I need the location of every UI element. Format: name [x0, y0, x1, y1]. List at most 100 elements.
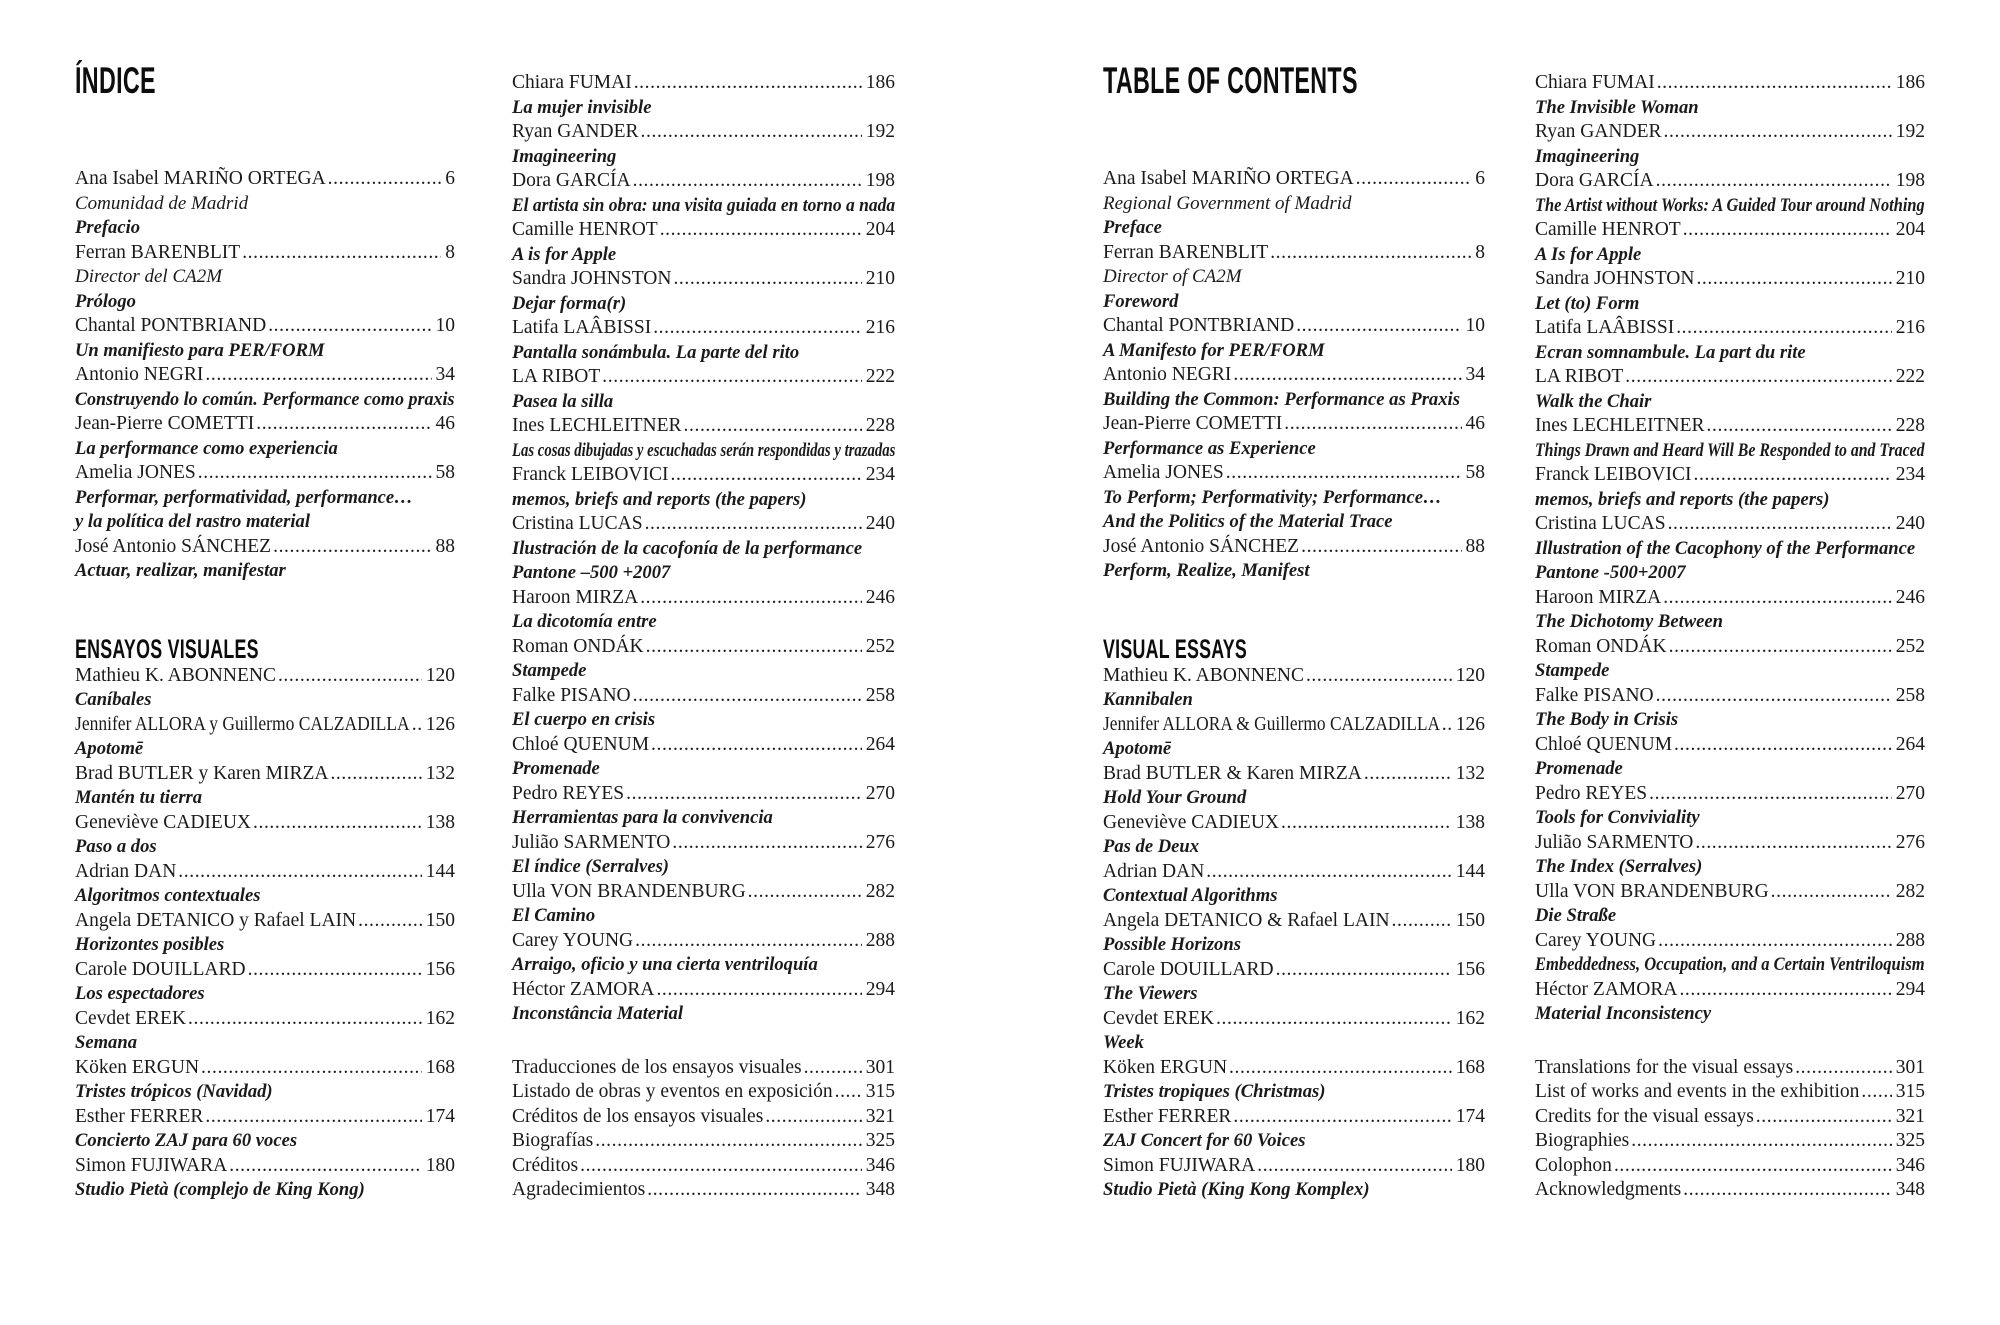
entry-subtitle: And the Politics of the Material Trace: [1103, 511, 1393, 532]
entry-subtitle: Actuar, realizar, manifestar: [75, 560, 286, 581]
entry-name: Colophon: [1535, 1154, 1612, 1176]
entry-name: Agradecimientos: [512, 1179, 646, 1200]
page-number: 288: [865, 929, 895, 951]
toc-entry: Esther FERRER 174: [1103, 1105, 1485, 1130]
entry-name: LA RIBOT: [1535, 366, 1624, 387]
toc-entry: Colophon 346: [1535, 1154, 1925, 1179]
dot-leader: [1663, 586, 1892, 611]
page-number: 186: [865, 72, 895, 93]
entry-subtitle: Tristes trópicos (Navidad): [75, 1081, 273, 1102]
entry-name: Franck LEIBOVICI: [1535, 464, 1692, 485]
entry-name: Chiara FUMAI: [512, 72, 632, 93]
entry-name: List of works and events in the exhibiti…: [1535, 1081, 1860, 1102]
toc-entry: Esther FERRER 174: [75, 1105, 455, 1130]
toc-entry: Ines LECHLEITNER 228: [512, 414, 895, 439]
toc-entry: Camille HENROT 204: [1535, 218, 1925, 243]
entry-subtitle: Pas de Deux: [1103, 836, 1200, 857]
entry-name: Traducciones de los ensayos visuales: [512, 1056, 802, 1078]
toc-entry: Franck LEIBOVICI 234: [512, 463, 895, 488]
dot-leader: [1296, 314, 1461, 339]
toc-entry: Carole DOUILLARD 156: [1103, 958, 1485, 983]
entry-name: Jennifer ALLORA & Guillermo CALZADILLA: [1103, 713, 1441, 735]
entry-subtitle: Preface: [1103, 217, 1162, 238]
entry-subtitle: Algoritmos contextuales: [75, 885, 261, 906]
entry-subtitle: Mantén tu tierra: [75, 787, 203, 808]
entry-name: Acknowledgments: [1535, 1179, 1682, 1200]
page-number: 222: [1895, 366, 1925, 387]
entry-name: LA RIBOT: [512, 366, 601, 387]
page-number: 228: [1895, 415, 1925, 436]
page-number: 150: [425, 909, 455, 931]
entry-name: Haroon MIRZA: [512, 586, 639, 608]
entry-name: Esther FERRER: [1103, 1105, 1232, 1127]
page-number: 168: [1455, 1056, 1485, 1078]
dot-leader: [1679, 978, 1891, 1003]
entry-subtitle: Paso a dos: [75, 836, 157, 857]
page-number: 162: [1455, 1007, 1485, 1029]
dot-leader: [253, 811, 422, 836]
toc-entry: Mathieu K. ABONNENC 120: [1103, 664, 1485, 689]
entry-name: Roman ONDÁK: [512, 635, 644, 657]
toc-entry: Cristina LUCAS 240: [1535, 512, 1925, 537]
toc-entry: Camille HENROT 204: [512, 218, 895, 243]
page-number: 282: [1895, 880, 1925, 902]
page-number: 6: [445, 168, 455, 189]
toc-entry: Adrian DAN 144: [1103, 860, 1485, 885]
page-number: 168: [425, 1056, 455, 1078]
toc-entry: Chloé QUENUM 264: [1535, 733, 1925, 758]
entry-subtitle: La mujer invisible: [512, 96, 652, 118]
entry-name: Ana Isabel MARIÑO ORTEGA: [1103, 168, 1354, 189]
entry-name: Biografías: [512, 1130, 594, 1151]
dot-leader: [358, 909, 422, 934]
page-number: 10: [435, 315, 456, 336]
dot-leader: [242, 241, 441, 266]
entry-subtitle: Imagineering: [1535, 145, 1640, 167]
entry-name: Cristina LUCAS: [1535, 513, 1666, 534]
toc-entry: Geneviève CADIEUX 138: [75, 811, 455, 836]
page-number: 180: [1455, 1154, 1485, 1176]
entry-subtitle: Apotomē: [1103, 738, 1172, 759]
dot-leader: [1216, 1007, 1452, 1032]
entry-affiliation: Director of CA2M: [1103, 266, 1242, 287]
entry-name: Carole DOUILLARD: [75, 958, 246, 980]
toc-entry: Julião SARMENTO 276: [1535, 831, 1925, 856]
entry-name: Köken ERGUN: [75, 1056, 200, 1078]
dot-leader: [1233, 363, 1461, 388]
entry-name: Roman ONDÁK: [1535, 635, 1667, 657]
entry-name: Cevdet EREK: [1103, 1007, 1215, 1029]
entry-subtitle: The Index (Serralves): [1535, 856, 1703, 877]
dot-leader: [256, 412, 431, 437]
page-number: 8: [1475, 241, 1485, 263]
page-number: 240: [865, 513, 895, 534]
entry-subtitle: Building the Common: Performance as Prax…: [1103, 388, 1460, 410]
entry-subtitle: Die Straße: [1535, 905, 1617, 926]
toc-entry: Brad BUTLER y Karen MIRZA 132: [75, 762, 455, 787]
entry-affiliation: Director del CA2M: [75, 266, 223, 287]
entry-name: Falke PISANO: [1535, 684, 1654, 706]
page-number: 258: [1895, 684, 1925, 706]
entry-name: Sandra JOHNSTON: [512, 268, 672, 289]
page-number: 58: [1465, 462, 1486, 483]
dot-leader: [188, 1007, 422, 1032]
page-number: 264: [865, 733, 895, 755]
toc-entry: LA RIBOT 222: [512, 365, 895, 390]
entry-subtitle: Contextual Algorithms: [1103, 885, 1278, 906]
entry-subtitle: Tools for Conviviality: [1535, 807, 1700, 828]
entry-name: Listado de obras y eventos en exposición: [512, 1081, 833, 1102]
dot-leader: [672, 831, 861, 856]
entry-name: Ulla VON BRANDENBURG: [512, 880, 746, 902]
dot-leader: [1771, 880, 1892, 905]
toc-entry: Carey YOUNG 288: [512, 929, 895, 954]
entry-name: Ines LECHLEITNER: [1535, 415, 1705, 436]
page-number: 186: [1895, 72, 1925, 93]
entry-name: Mathieu K. ABONNENC: [75, 664, 276, 686]
section-heading: ENSAYOS VISUALES: [75, 633, 259, 664]
page-number: 126: [425, 713, 455, 735]
entry-name: Ferran BARENBLIT: [1103, 241, 1269, 263]
page-number: 58: [435, 462, 456, 483]
entry-subtitle: A Manifesto for PER/FORM: [1103, 339, 1325, 361]
entry-subtitle: Las cosas dibujadas y escuchadas serán r…: [512, 439, 896, 461]
entry-subtitle: The Dichotomy Between: [1535, 611, 1723, 632]
toc-entry: Héctor ZAMORA 294: [1535, 978, 1925, 1003]
